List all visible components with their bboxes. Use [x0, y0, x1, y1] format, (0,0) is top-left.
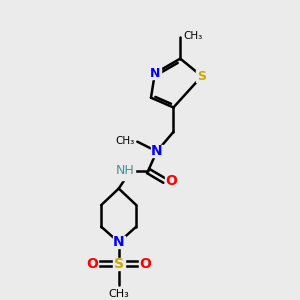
Text: O: O	[166, 174, 177, 188]
Point	[143, 261, 148, 266]
Point	[90, 261, 95, 266]
Text: O: O	[139, 257, 151, 271]
Point	[152, 71, 157, 76]
Text: S: S	[197, 70, 206, 83]
Text: CH₃: CH₃	[183, 31, 202, 41]
Text: NH: NH	[116, 164, 135, 178]
Point	[116, 240, 121, 245]
Text: N: N	[151, 144, 163, 158]
Text: CH₃: CH₃	[115, 136, 134, 146]
Point	[116, 261, 121, 266]
Text: CH₃: CH₃	[108, 289, 129, 299]
Text: N: N	[113, 235, 124, 249]
Point	[169, 178, 174, 183]
Point	[200, 74, 204, 79]
Text: N: N	[150, 67, 160, 80]
Text: S: S	[114, 257, 124, 271]
Text: O: O	[86, 257, 98, 271]
Point	[123, 169, 128, 173]
Point	[154, 149, 159, 154]
